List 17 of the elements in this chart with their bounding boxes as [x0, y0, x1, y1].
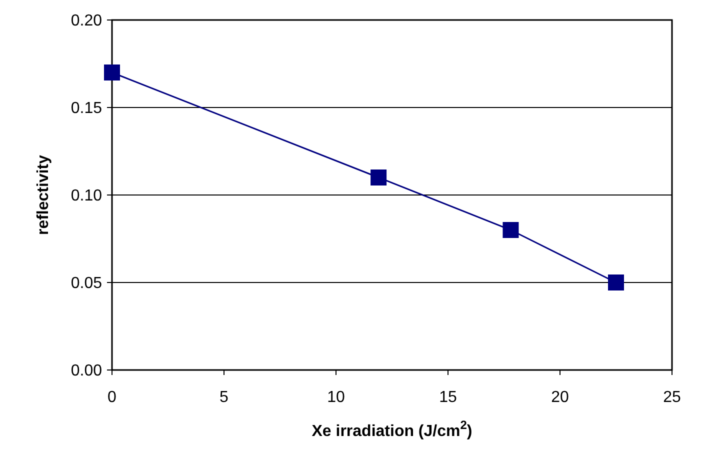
- y-tick-label: 0.15: [70, 100, 102, 118]
- y-axis-title: reflectivity: [35, 154, 52, 236]
- y-tick-label: 0.20: [70, 12, 102, 30]
- x-tick-label: 20: [551, 389, 569, 406]
- point: [370, 170, 387, 186]
- x-tick-label: 5: [220, 389, 229, 406]
- y-tick-label: 0.05: [70, 275, 102, 292]
- point: [608, 274, 624, 290]
- y-tick-label: 0.00: [70, 362, 102, 380]
- x-tick-label: 0: [108, 389, 117, 406]
- x-tick-label: 10: [327, 389, 345, 406]
- x-axis-title: Xe irradiation (J/cm$^{2}$): [312, 418, 472, 440]
- x-tick-label: 15: [439, 389, 457, 406]
- y-tick-label: 0.10: [70, 188, 102, 205]
- point: [502, 222, 519, 238]
- point: [104, 64, 120, 80]
- x-tick-label: 25: [663, 389, 681, 406]
